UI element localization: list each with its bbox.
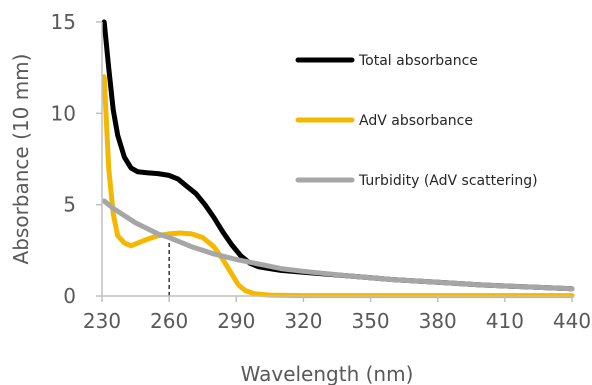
- x-tick-label: 290: [217, 309, 255, 333]
- y-tick-label: 10: [51, 101, 76, 125]
- series-line-turbidity-adv-scattering: [101, 198, 575, 292]
- x-tick-label: 380: [419, 309, 457, 333]
- legend-label: Turbidity (AdV scattering): [358, 173, 538, 189]
- axes-layer: 230 260 290 320 350 380 410 440 0 5 10 15: [51, 10, 592, 333]
- x-axis-title: Wavelength (nm): [241, 362, 414, 385]
- x-tick-label: 260: [150, 309, 188, 333]
- y-tick-label: 5: [63, 193, 76, 217]
- y-tick-label: 15: [51, 10, 76, 34]
- y-axis-title: Absorbance (10 mm): [9, 54, 33, 265]
- legend: Total absorbance AdV absorbance Turbidity …: [295, 53, 538, 189]
- series-line-adv-absorbance: [101, 74, 575, 299]
- x-tick-label: 230: [83, 309, 121, 333]
- legend-label: AdV absorbance: [359, 113, 473, 129]
- legend-label: Total absorbance: [358, 53, 478, 69]
- x-tick-label: 320: [284, 309, 322, 333]
- x-tick-label: 350: [351, 309, 389, 333]
- x-tick-label: 440: [553, 309, 591, 333]
- y-tick-label: 0: [63, 284, 76, 308]
- x-tick-label: 410: [486, 309, 524, 333]
- series-layer: [101, 19, 575, 299]
